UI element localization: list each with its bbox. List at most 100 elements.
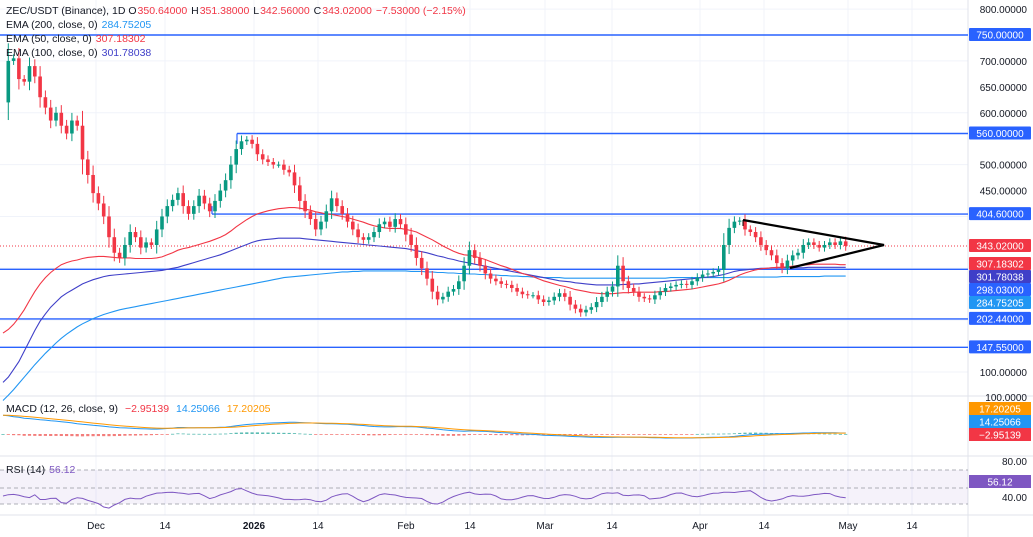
candle-body [610, 286, 615, 292]
macd-histogram-bar [436, 434, 440, 436]
candle-body [48, 107, 53, 121]
candle-body [234, 149, 238, 165]
price-badge [969, 311, 1031, 325]
macd-histogram-bar [451, 434, 456, 436]
price-badge [969, 28, 1031, 41]
candle-body [345, 213, 350, 222]
candle-body [287, 169, 291, 173]
macd-histogram-bar [844, 433, 848, 435]
candle-body [838, 241, 843, 245]
macd-histogram-bar [33, 434, 37, 436]
macd-histogram-bar [510, 434, 514, 436]
x-tick-label: 14 [606, 521, 618, 532]
candle-body [684, 283, 689, 285]
macd-histogram-bar [133, 434, 138, 436]
candle-body [653, 295, 657, 300]
macd-histogram-bar [759, 432, 763, 434]
macd-histogram-bar [330, 434, 334, 435]
candle-body [388, 221, 392, 227]
candlestick-series [6, 43, 848, 317]
open-label: O [128, 5, 137, 17]
macd-histogram-bar [690, 434, 694, 435]
macd-histogram-bar [298, 433, 302, 435]
candle-body [531, 295, 535, 297]
y-tick-label: 700.00000 [980, 57, 1028, 68]
candle-body [165, 206, 170, 217]
open-value: 350.64000 [137, 5, 188, 17]
macd-histogram-bar [229, 433, 233, 434]
candle-body [669, 286, 673, 289]
ema50-legend[interactable]: EMA (50, close, 0) 307.18302 [6, 32, 145, 46]
macd-legend[interactable]: MACD (12, 26, close, 9) −2.95139 14.2506… [6, 402, 271, 416]
macd-histogram-bar [711, 433, 715, 435]
candle-body [80, 125, 85, 160]
candle-body [91, 174, 95, 194]
macd-histogram-bar [420, 434, 424, 435]
price-badge-label: 404.60000 [976, 210, 1024, 221]
price-badge-label: 750.00000 [976, 31, 1024, 42]
candle-body [372, 232, 376, 238]
candle-body [457, 281, 461, 290]
macd-histogram-bar [473, 434, 477, 435]
macd-histogram-bar [112, 434, 116, 437]
candle-body [117, 252, 122, 258]
ema200-value: 284.75205 [101, 19, 152, 31]
macd-histogram-bar [171, 433, 175, 435]
macd-histogram-bar [17, 434, 21, 436]
macd-histogram-bar [224, 433, 228, 435]
macd-histogram-bar [239, 432, 244, 434]
macd-histogram-bar [176, 433, 180, 435]
candle-body [430, 278, 435, 292]
price-badge [969, 340, 1031, 354]
macd-histogram-bar [727, 433, 731, 435]
macd-histogram-bar [335, 434, 339, 435]
candle-body [679, 283, 684, 285]
candle-body [324, 211, 329, 222]
ema100-legend[interactable]: EMA (100, close, 0) 301.78038 [6, 46, 151, 60]
price-badge-label: 284.75205 [976, 299, 1024, 310]
candle-body [382, 221, 387, 225]
candle-body [451, 289, 456, 292]
candle-body [404, 224, 408, 235]
macd-histogram-bar [271, 432, 275, 434]
rsi-legend[interactable]: RSI (14) 56.12 [6, 463, 75, 477]
macd-histogram-bar [54, 434, 58, 436]
candle-body [176, 193, 180, 200]
macd-histogram-bar [626, 434, 630, 435]
time-axis[interactable]: Dec 14 2026 14 Feb 14 Mar 14 Apr 14 May 14 [87, 521, 918, 532]
macd-histogram-bar [679, 434, 683, 435]
ema200-legend[interactable]: EMA (200, close, 0) 284.75205 [6, 18, 151, 32]
triangle-drawing[interactable] [742, 218, 885, 270]
macd-value-3: 17.20205 [226, 403, 271, 415]
signal-line [2, 414, 846, 439]
candle-body [478, 257, 482, 266]
candle-body [6, 60, 11, 103]
macd-histogram-bar [261, 432, 265, 434]
candle-body [462, 265, 466, 282]
macd-histogram-bar [22, 434, 26, 436]
ema50-value: 307.18302 [95, 33, 146, 45]
macd-histogram-bar [457, 434, 461, 436]
candle-body [308, 211, 313, 220]
macd-histogram-bar [351, 434, 355, 435]
macd-histogram-bar [828, 433, 832, 435]
macd-histogram-bar [754, 432, 758, 434]
symbol-label[interactable]: ZEC/USDT (Binance), 1D [6, 5, 126, 17]
macd-histogram-bar [367, 434, 371, 436]
price-badge [969, 296, 1031, 309]
y-tick-label: 800.00000 [980, 5, 1028, 16]
candle-body [303, 200, 307, 212]
macd-histogram-bar [202, 433, 206, 435]
price-axis[interactable]: 800.00000 700.00000 650.00000 600.00000 500.… [980, 5, 1028, 504]
macd-value-2: 14.25066 [175, 403, 220, 415]
macd-histogram-bar [695, 433, 699, 435]
macd-histogram-bar [308, 433, 312, 435]
candle-body [706, 273, 710, 275]
macd-histogram-bar [441, 434, 445, 436]
candle-body [621, 265, 625, 282]
candle-body [594, 302, 599, 308]
macd-histogram-bar [277, 432, 281, 434]
macd-badge-label: 14.25066 [979, 418, 1021, 429]
y-tick-label: 100.00000 [980, 368, 1028, 379]
